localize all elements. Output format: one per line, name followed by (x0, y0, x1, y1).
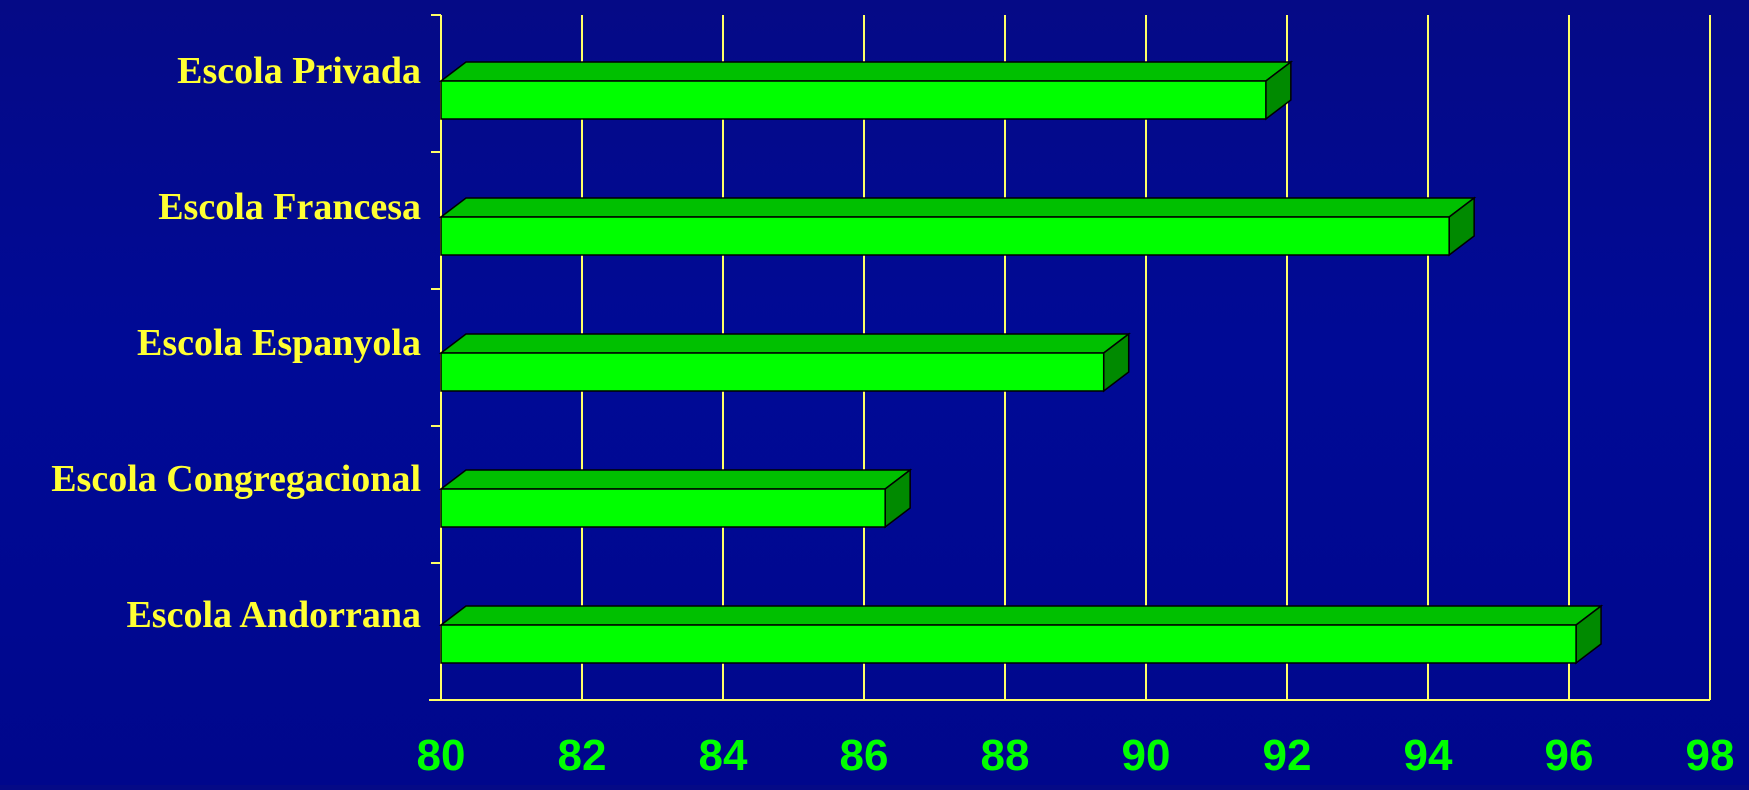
category-label: Escola Andorrana (126, 594, 421, 636)
category-label: Escola Congregacional (51, 458, 421, 500)
bar-top-face (438, 469, 913, 490)
x-tick-label: 94 (1404, 731, 1453, 780)
category-label: Escola Francesa (158, 186, 421, 228)
x-tick-label: 80 (417, 731, 466, 780)
category-label: Escola Espanyola (137, 322, 421, 364)
x-tick-label: 84 (699, 731, 748, 780)
category-label: Escola Privada (177, 50, 421, 92)
bar-top-face (438, 61, 1294, 82)
bar-top-face (438, 197, 1477, 218)
bar (440, 624, 1577, 664)
bar (440, 216, 1450, 256)
x-tick-label: 82 (558, 731, 607, 780)
bar (440, 80, 1267, 120)
x-tick-label: 92 (1263, 731, 1312, 780)
x-tick-label: 86 (840, 731, 889, 780)
bar-top-face (438, 605, 1604, 626)
x-tick-label: 96 (1545, 731, 1594, 780)
x-tick-label: 88 (981, 731, 1030, 780)
bar-top-face (438, 333, 1131, 354)
x-tick-label: 90 (1122, 731, 1171, 780)
bar (440, 352, 1105, 392)
x-tick-label: 98 (1686, 731, 1735, 780)
bar (440, 488, 886, 528)
